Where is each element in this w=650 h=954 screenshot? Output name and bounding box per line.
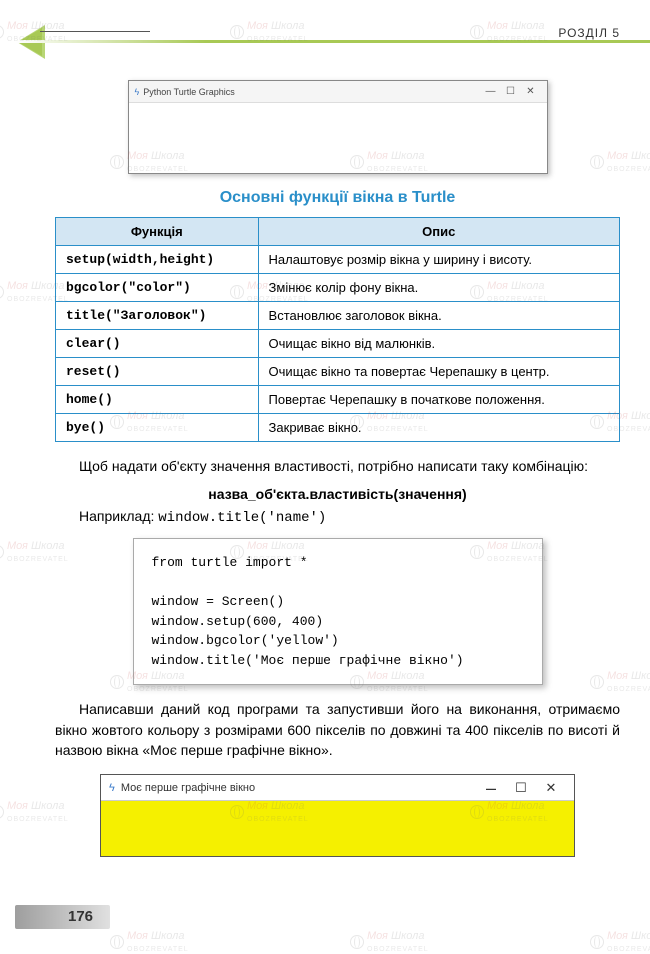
cell-function: clear() bbox=[56, 330, 259, 358]
cell-function: bye() bbox=[56, 414, 259, 442]
paragraph-1: Щоб надати об'єкту значення властивості,… bbox=[55, 456, 620, 476]
python-feather-icon: ϟ bbox=[135, 87, 140, 97]
paragraph-2: Написавши даний код програми та запустив… bbox=[55, 699, 620, 760]
maximize-icon: ☐ bbox=[501, 86, 521, 97]
cell-function: reset() bbox=[56, 358, 259, 386]
cell-description: Змінює колір фону вікна. bbox=[258, 274, 619, 302]
th-description: Опис bbox=[258, 218, 619, 246]
window-titlebar: ϟ Python Turtle Graphics — ☐ ✕ bbox=[129, 81, 547, 103]
close-icon: ✕ bbox=[521, 86, 541, 97]
cell-description: Очищає вікно та повертає Черепашку в цен… bbox=[258, 358, 619, 386]
minimize-icon: – bbox=[476, 783, 506, 793]
chapter-label: РОЗДІЛ 5 bbox=[558, 26, 620, 40]
cell-description: Очищає вікно від малюнків. bbox=[258, 330, 619, 358]
example-label: Наприклад: bbox=[79, 508, 158, 524]
syntax-pattern: назва_об'єкта.властивість(значення) bbox=[55, 486, 620, 502]
table-row: setup(width,height)Налаштовує розмір вік… bbox=[56, 246, 620, 274]
watermark: Моя ШколаOBOZREVATEL bbox=[350, 930, 429, 954]
table-row: bye()Закриває вікно. bbox=[56, 414, 620, 442]
code-block: from turtle import * window = Screen() w… bbox=[133, 538, 543, 685]
watermark: Моя ШколаOBOZREVATEL bbox=[110, 930, 189, 954]
page-number: 176 bbox=[68, 908, 93, 925]
th-function: Функція bbox=[56, 218, 259, 246]
window-body-yellow bbox=[101, 801, 574, 856]
close-icon: ✕ bbox=[536, 780, 566, 796]
window-title: Python Turtle Graphics bbox=[143, 87, 235, 97]
functions-table: Функція Опис setup(width,height)Налаштов… bbox=[55, 217, 620, 442]
table-row: clear()Очищає вікно від малюнків. bbox=[56, 330, 620, 358]
cell-function: setup(width,height) bbox=[56, 246, 259, 274]
table-row: home()Повертає Черепашку в початкове пол… bbox=[56, 386, 620, 414]
cell-function: bgcolor("color") bbox=[56, 274, 259, 302]
python-feather-icon: ϟ bbox=[109, 782, 115, 794]
minimize-icon: — bbox=[481, 86, 501, 97]
turtle-window-screenshot-1: ϟ Python Turtle Graphics — ☐ ✕ bbox=[128, 80, 548, 174]
example-code: window.title('name') bbox=[158, 510, 326, 526]
cell-function: home() bbox=[56, 386, 259, 414]
page-footer-tab bbox=[15, 905, 110, 929]
cell-description: Встановлює заголовок вікна. bbox=[258, 302, 619, 330]
window-body bbox=[129, 103, 547, 173]
cell-function: title("Заголовок") bbox=[56, 302, 259, 330]
cell-description: Налаштовує розмір вікна у ширину і висот… bbox=[258, 246, 619, 274]
turtle-window-screenshot-2: ϟ Моє перше графічне вікно – ☐ ✕ bbox=[100, 774, 575, 857]
window-title-2: Моє перше графічне вікно bbox=[121, 782, 255, 794]
table-row: bgcolor("color")Змінює колір фону вікна. bbox=[56, 274, 620, 302]
header-bar bbox=[15, 40, 650, 43]
table-row: reset()Очищає вікно та повертає Черепашк… bbox=[56, 358, 620, 386]
header-top-line bbox=[40, 31, 150, 32]
window-titlebar-2: ϟ Моє перше графічне вікно – ☐ ✕ bbox=[101, 775, 574, 801]
maximize-icon: ☐ bbox=[506, 780, 536, 796]
section-title: Основні функції вікна в Turtle bbox=[55, 189, 620, 207]
table-row: title("Заголовок")Встановлює заголовок в… bbox=[56, 302, 620, 330]
cell-description: Закриває вікно. bbox=[258, 414, 619, 442]
cell-description: Повертає Черепашку в початкове положення… bbox=[258, 386, 619, 414]
example-line: Наприклад: window.title('name') bbox=[55, 508, 620, 526]
watermark: Моя ШколаOBOZREVATEL bbox=[590, 930, 650, 954]
page-content: ϟ Python Turtle Graphics — ☐ ✕ Основні ф… bbox=[55, 70, 620, 857]
